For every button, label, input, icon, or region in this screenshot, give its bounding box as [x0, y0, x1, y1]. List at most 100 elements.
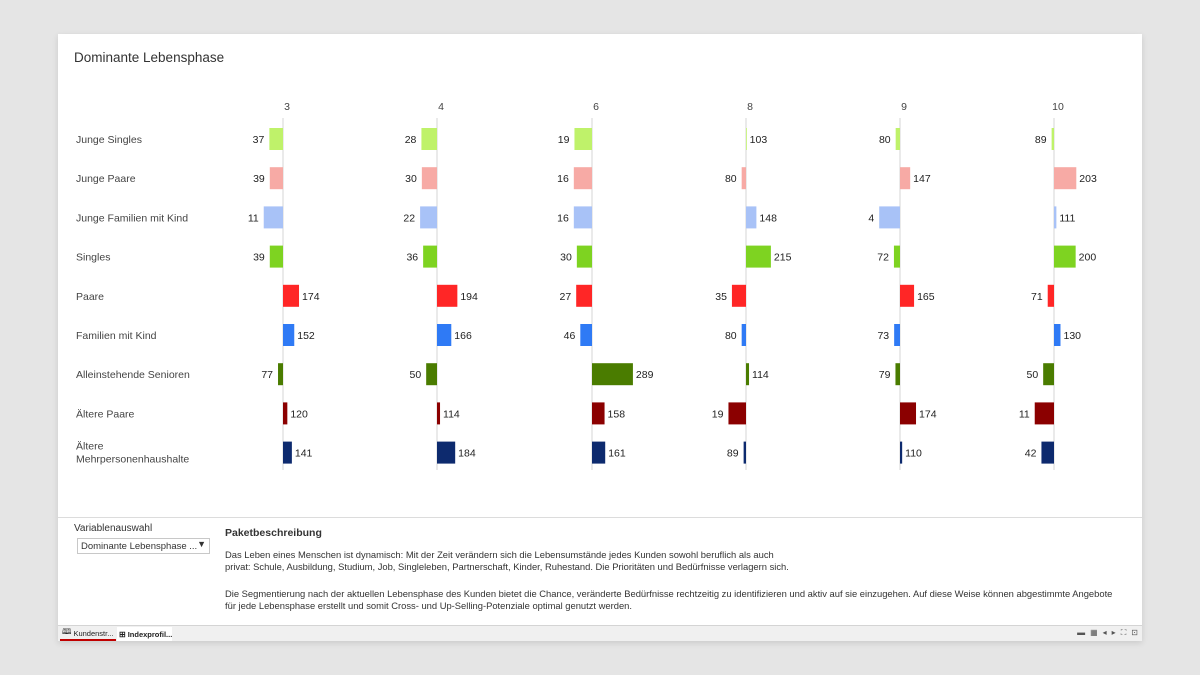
data-label: 158	[608, 408, 626, 420]
data-label: 165	[917, 291, 935, 303]
next-icon[interactable]: ▸	[1111, 628, 1116, 637]
bar	[893, 245, 900, 268]
data-label: 16	[557, 212, 569, 224]
bar	[731, 284, 746, 307]
grid-view-icon[interactable]: ▦	[1090, 628, 1098, 637]
data-label: 46	[564, 330, 576, 342]
bar	[743, 441, 746, 464]
present-icon[interactable]: ⊡	[1131, 628, 1138, 637]
data-label: 148	[759, 212, 777, 224]
category-label: Ältere Paare	[76, 408, 135, 420]
bar	[437, 324, 452, 346]
column-header: 3	[284, 101, 290, 113]
bar	[900, 284, 915, 307]
data-label: 30	[560, 252, 572, 264]
category-label: Ältere Mehrpersonenhaushalte	[76, 441, 189, 466]
bar	[728, 402, 746, 425]
bar	[900, 441, 903, 464]
data-label: 89	[727, 448, 739, 460]
data-label: 39	[253, 252, 265, 264]
data-label: 37	[253, 134, 265, 146]
bar	[1054, 167, 1077, 190]
data-label: 28	[405, 134, 417, 146]
category-label: Junge Singles	[76, 134, 142, 146]
description-line: Die Segmentierung nach der aktuellen Leb…	[225, 588, 1113, 599]
data-label: 11	[1019, 408, 1030, 420]
data-label: 174	[919, 408, 937, 420]
data-label: 80	[879, 134, 891, 146]
data-label: 71	[1031, 291, 1043, 303]
bar	[894, 324, 900, 346]
bar	[437, 402, 441, 425]
bar	[278, 363, 283, 386]
bar	[420, 206, 437, 229]
bar	[1034, 402, 1054, 425]
data-label: 16	[557, 173, 569, 185]
fullscreen-icon[interactable]: ⛶	[1120, 628, 1127, 637]
data-label: 152	[297, 330, 315, 342]
data-label: 114	[443, 408, 460, 420]
column-header: 9	[901, 101, 907, 113]
data-label: 130	[1063, 330, 1081, 342]
bar	[741, 324, 746, 346]
sheet-tab-bar: 🕮 Kundenstr... ⊞ Indexprofil... ▬ ▦ ◂ ▸ …	[58, 625, 1142, 641]
bar	[1054, 206, 1057, 229]
data-label: 72	[877, 252, 889, 264]
description-line: für jede Lebensphase erstellt und somit …	[225, 600, 632, 611]
data-label: 184	[458, 448, 476, 460]
category-label: Paare	[76, 291, 104, 303]
variable-dropdown[interactable]: Dominante Lebensphase ... ▼	[77, 538, 210, 554]
variable-dropdown-value: Dominante Lebensphase ...	[81, 541, 198, 552]
data-label: 11	[248, 212, 259, 224]
bar	[1051, 128, 1054, 150]
prev-icon[interactable]: ◂	[1102, 628, 1107, 637]
description-line: Das Leben eines Menschen ist dynamisch: …	[225, 549, 774, 560]
column-header: 8	[747, 101, 753, 113]
bar	[437, 284, 458, 307]
column-header: 6	[593, 101, 599, 113]
data-label: 19	[712, 408, 724, 420]
data-label: 19	[558, 134, 570, 146]
bar	[900, 167, 911, 190]
bar	[574, 128, 592, 150]
bar	[421, 167, 437, 190]
data-label: 200	[1079, 252, 1097, 264]
tab-kundenstruktur[interactable]: 🕮 Kundenstr...	[60, 627, 116, 641]
bar	[746, 206, 757, 229]
category-label: Junge Familien mit Kind	[76, 212, 188, 224]
data-label: 50	[409, 369, 421, 381]
data-label: 89	[1035, 134, 1047, 146]
chart-title: Dominante Lebensphase	[74, 50, 225, 65]
sheet-view-icon[interactable]: ▬	[1077, 628, 1086, 637]
data-label: 194	[460, 291, 478, 303]
category-label: Singles	[76, 252, 110, 264]
data-label: 141	[295, 448, 313, 460]
bar	[573, 206, 592, 229]
bar	[1043, 363, 1054, 386]
bar	[283, 441, 292, 464]
data-label: 4	[868, 212, 874, 224]
bar	[879, 206, 900, 229]
data-label: 174	[302, 291, 320, 303]
grid-icon: ⊞	[119, 629, 126, 639]
data-label: 111	[1059, 212, 1075, 224]
book-icon: 🕮	[62, 627, 72, 636]
bar	[269, 128, 283, 150]
column-header: 4	[438, 101, 444, 113]
category-label: Junge Paare	[76, 173, 136, 185]
data-label: 103	[750, 134, 768, 146]
bar	[746, 363, 750, 386]
bar	[580, 324, 592, 346]
data-label: 80	[725, 330, 737, 342]
data-label: 30	[405, 173, 417, 185]
bar	[283, 284, 300, 307]
bar	[421, 128, 437, 150]
package-description-title: Paketbeschreibung	[225, 527, 322, 539]
tab-label: Indexprofil...	[127, 629, 173, 639]
data-label: 36	[406, 252, 418, 264]
bar	[269, 167, 283, 190]
data-label: 79	[879, 369, 891, 381]
tab-indexprofil[interactable]: ⊞ Indexprofil...	[117, 627, 172, 641]
bar	[1047, 284, 1054, 307]
dashboard-card: Dominante Lebensphase Junge Singles Junge…	[58, 34, 1142, 641]
